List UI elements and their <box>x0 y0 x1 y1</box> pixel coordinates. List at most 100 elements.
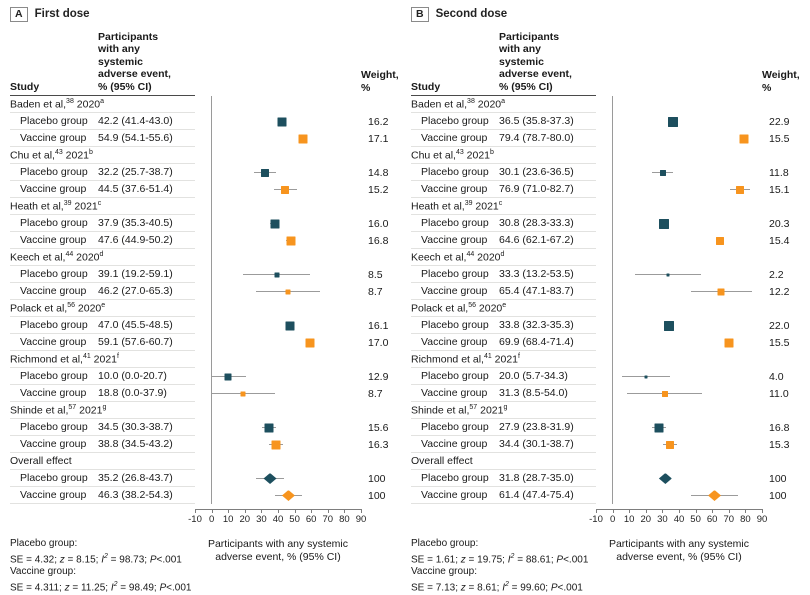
study-row: Baden et al,38 2020a <box>411 96 804 113</box>
value-header-line: adverse event, <box>499 68 572 80</box>
plot-cell <box>195 215 361 232</box>
group-row: Vaccine group 47.6 (44.9-50.2) 16.8 <box>10 232 403 249</box>
plot-cell <box>195 351 361 368</box>
plot-cell <box>596 470 762 487</box>
axis-tick <box>679 509 680 513</box>
study-name: Polack et al,56 2020e <box>411 301 507 315</box>
weight-value: 11.0 <box>769 387 789 400</box>
weight-value: 2.2 <box>769 268 784 281</box>
value-header-line: % (95% CI) <box>98 80 152 93</box>
footnote-superscript: c <box>97 199 102 207</box>
panel-b-titlebar: B Second dose <box>411 5 804 23</box>
study-row-text: Overall effect <box>411 453 596 470</box>
plot-cell <box>195 130 361 147</box>
group-label: Vaccine group <box>421 234 488 246</box>
plot-cell <box>596 487 762 504</box>
axis-caption-line: Participants with any systemic <box>608 538 750 550</box>
estimate-ci-value: 30.1 (23.6-36.5) <box>499 166 574 178</box>
group-row-text: Vaccine group 46.2 (27.0-65.3) <box>10 283 195 300</box>
axis-tick <box>294 509 296 513</box>
group-label: Vaccine group <box>20 489 87 501</box>
group-label: Placebo group <box>20 370 88 382</box>
group-row: Placebo group 10.0 (0.0-20.7) 12.9 <box>10 368 403 385</box>
axis-tick-label: 50 <box>690 514 701 525</box>
plot-cell <box>195 147 361 164</box>
reference-superscript: 43 <box>54 148 63 156</box>
group-label: Placebo group <box>421 268 489 280</box>
weight-value: 17.1 <box>368 132 389 145</box>
study-row: Shinde et al,57 2021g <box>10 402 403 419</box>
estimate-ci-value: 31.3 (8.5-54.0) <box>499 387 568 399</box>
study-name: Heath et al,39 2021c <box>10 199 102 213</box>
study-name: Heath et al,39 2021c <box>411 199 503 213</box>
forest-marker-placebo <box>658 218 669 229</box>
forest-marker-placebo <box>224 373 232 380</box>
forest-marker-vaccine <box>661 390 668 397</box>
forest-rows: Baden et al,38 2020a Placebo group 42.2 (4… <box>10 96 403 504</box>
column-header-value: Participants with any systemic adverse e… <box>98 31 195 94</box>
weight-value: 8.7 <box>368 285 383 298</box>
footnote-superscript: e <box>502 301 507 309</box>
group-label: Placebo group <box>20 217 88 229</box>
study-row-text: Baden et al,38 2020a <box>10 96 195 113</box>
forest-marker-vaccine <box>724 338 734 347</box>
forest-rows: Baden et al,38 2020a Placebo group 36.5 (3… <box>411 96 804 504</box>
forest-marker-vaccine <box>305 338 315 347</box>
study-row: Overall effect <box>411 453 804 470</box>
stats-segment: = 8.15; <box>64 553 102 565</box>
axis-tick-label: 10 <box>623 514 635 525</box>
study-row-text: Keech et al,44 2020d <box>411 249 596 266</box>
group-label: Vaccine group <box>421 183 488 195</box>
group-row-text: Vaccine group 79.4 (78.7-80.0) <box>411 130 596 147</box>
estimate-ci-value: 31.8 (28.7-35.0) <box>499 472 574 484</box>
group-label: Vaccine group <box>421 336 488 348</box>
stats-segment: SE = 4.32; <box>10 553 60 565</box>
value-header-line: % (95% CI) <box>499 80 553 93</box>
group-label: Vaccine group <box>20 183 87 195</box>
stats-segment: = 19.75; <box>465 553 508 565</box>
axis-tick <box>712 509 714 513</box>
plot-cell <box>596 453 762 470</box>
group-row-text: Vaccine group 38.8 (34.5-43.2) <box>10 436 195 453</box>
group-row-text: Vaccine group 47.6 (44.9-50.2) <box>10 232 195 249</box>
footnote-superscript: f <box>117 352 119 360</box>
study-row: Chu et al,43 2021b <box>10 147 403 164</box>
group-label: Placebo group <box>20 115 88 127</box>
footer-spacer <box>762 538 802 595</box>
weight-value: 15.4 <box>769 234 790 247</box>
column-headers: Study Participants with any systemic adv… <box>10 29 403 96</box>
plot-cell <box>195 453 361 470</box>
panel-second-dose: B Second dose Study Participants with an… <box>403 5 804 595</box>
study-row-text: Shinde et al,57 2021g <box>10 402 195 419</box>
reference-superscript: 43 <box>455 148 464 156</box>
estimate-ci-value: 10.0 (0.0-20.7) <box>98 370 167 382</box>
estimate-ci-value: 47.0 (45.5-48.5) <box>98 319 173 331</box>
group-label: Placebo group <box>20 421 88 433</box>
estimate-ci-value: 33.8 (32.3-35.3) <box>499 319 574 331</box>
x-axis: -10 0 10 20 30 40 50 60 70 80 90 <box>589 509 767 535</box>
weight-value: 15.6 <box>368 421 389 434</box>
weight-value: 16.2 <box>368 115 389 128</box>
plot-cell <box>195 487 361 504</box>
stats-placebo-values: SE = 4.32; z = 8.15; I2 = 98.73; P<.001 <box>10 551 195 567</box>
axis-tick <box>278 509 279 513</box>
weight-value: 12.2 <box>769 285 790 298</box>
forest-marker-placebo <box>270 219 279 228</box>
group-label: Placebo group <box>421 319 489 331</box>
group-row: Placebo group 36.5 (35.8-37.3) 22.9 <box>411 113 804 130</box>
forest-marker-vaccine-diamond <box>281 490 295 501</box>
axis-tick-label: 80 <box>740 514 751 525</box>
group-row: Vaccine group 54.9 (54.1-55.6) 17.1 <box>10 130 403 147</box>
reference-superscript: 56 <box>468 301 476 309</box>
study-row-text: Keech et al,44 2020d <box>10 249 195 266</box>
group-row: Vaccine group 64.6 (62.1-67.2) 15.4 <box>411 232 804 249</box>
forest-marker-vaccine-diamond <box>708 490 722 501</box>
group-row-text: Placebo group 32.2 (25.7-38.7) <box>10 164 195 181</box>
study-name: Baden et al,38 2020a <box>10 97 105 111</box>
panel-letter-box: A <box>10 6 28 22</box>
weight-value: 22.0 <box>769 319 790 332</box>
plot-cell <box>596 385 762 402</box>
plot-cell <box>195 198 361 215</box>
plot-cell <box>596 181 762 198</box>
